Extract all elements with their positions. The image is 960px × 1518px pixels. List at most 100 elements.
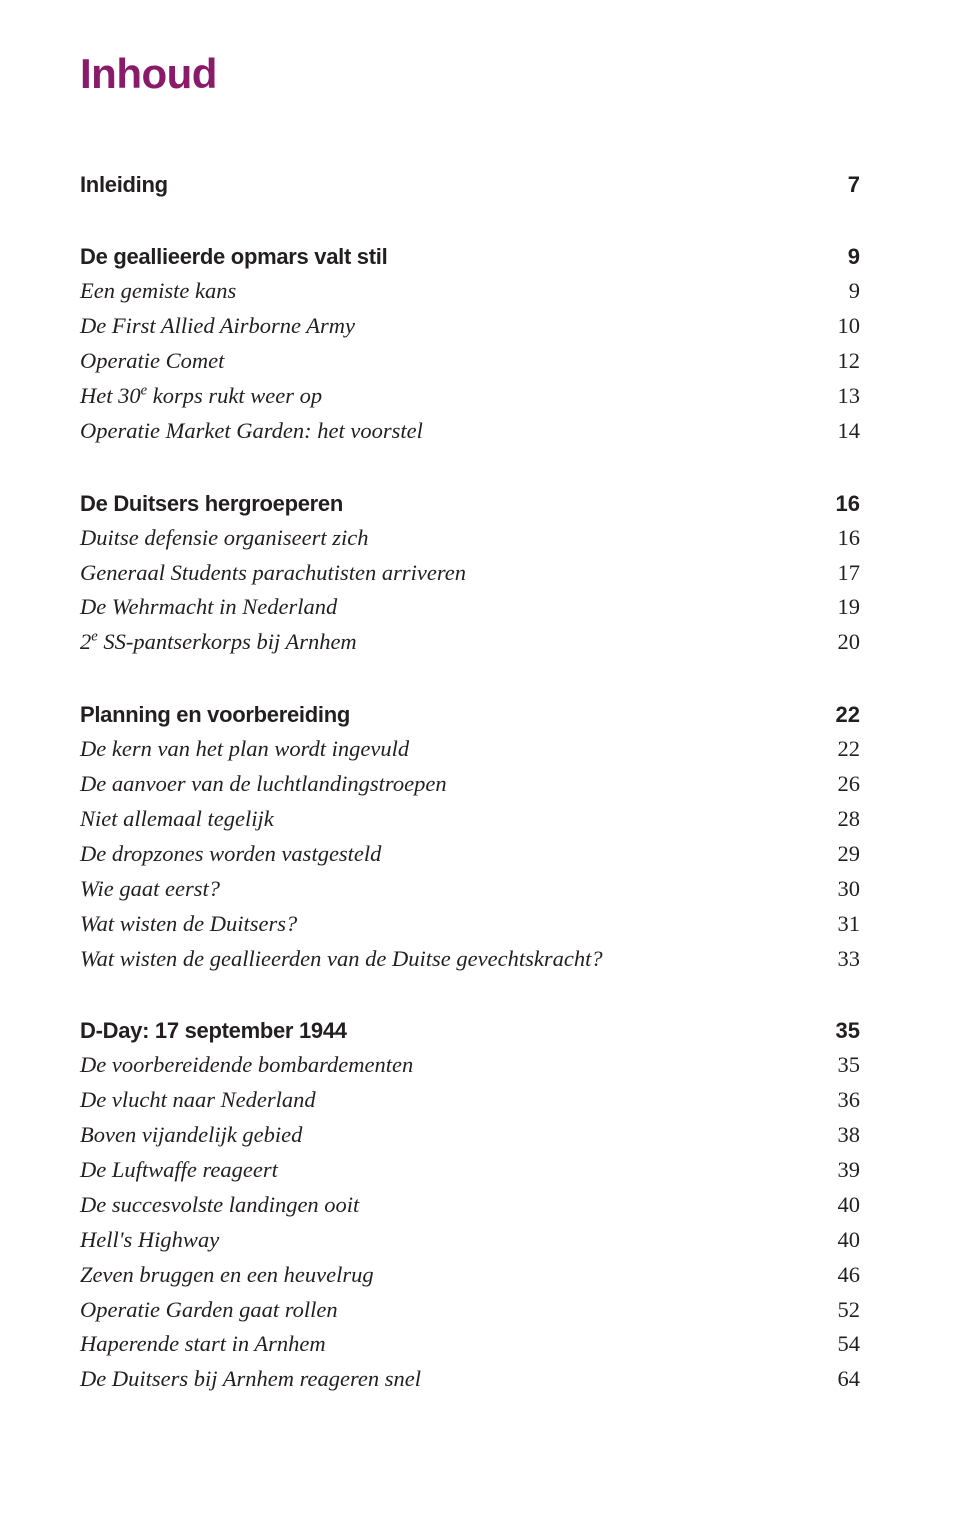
toc-entry-label: Een gemiste kans [80, 274, 236, 309]
toc-entry-row: Het 30e korps rukt weer op 13 [80, 379, 860, 414]
table-of-contents: Inleiding 7 De geallieerde opmars valt sti… [80, 168, 860, 1397]
toc-entry-row: 2e SS-pantserkorps bij Arnhem 20 [80, 625, 860, 660]
toc-entry-page: 16 [838, 521, 861, 556]
toc-entry-label: De succesvolste landingen ooit [80, 1188, 359, 1223]
toc-entry-page: 40 [838, 1188, 861, 1223]
page-title: Inhoud [80, 50, 860, 98]
toc-entry-label: Niet allemaal tegelijk [80, 802, 274, 837]
toc-entry-row: Niet allemaal tegelijk 28 [80, 802, 860, 837]
toc-entry-page: 14 [838, 414, 861, 449]
toc-entry-page: 26 [838, 767, 861, 802]
toc-entry-page: 28 [838, 802, 861, 837]
toc-entry-label: Operatie Comet [80, 344, 224, 379]
toc-chapter-page: 35 [836, 1014, 860, 1048]
toc-entry-label: Generaal Students parachutisten arrivere… [80, 556, 466, 591]
toc-entry-page: 13 [838, 379, 861, 414]
toc-entry-label: De Duitsers bij Arnhem reageren snel [80, 1362, 421, 1397]
toc-entry-row: Een gemiste kans 9 [80, 274, 860, 309]
toc-entry-label: Inleiding [80, 168, 168, 202]
toc-chapter-page: 16 [836, 487, 860, 521]
toc-entry-row: De aanvoer van de luchtlandingstroepen 26 [80, 767, 860, 802]
toc-entry-label: Wat wisten de Duitsers? [80, 907, 297, 942]
toc-entry-label: De First Allied Airborne Army [80, 309, 355, 344]
toc-entry-label: De kern van het plan wordt ingevuld [80, 732, 409, 767]
toc-section: Inleiding 7 [80, 168, 860, 202]
toc-chapter-label: De geallieerde opmars valt stil [80, 240, 387, 274]
toc-entry-row: Haperende start in Arnhem 54 [80, 1327, 860, 1362]
toc-entry-label: Duitse defensie organiseert zich [80, 521, 369, 556]
toc-entry-row: Boven vijandelijk gebied 38 [80, 1118, 860, 1153]
toc-chapter-label: De Duitsers hergroeperen [80, 487, 343, 521]
toc-entry-label: Hell's Highway [80, 1223, 219, 1258]
toc-entry-page: 17 [838, 556, 861, 591]
toc-section: De geallieerde opmars valt stil9Een gemi… [80, 240, 860, 448]
toc-entry-page: 29 [838, 837, 861, 872]
toc-entry-row: De Wehrmacht in Nederland 19 [80, 590, 860, 625]
toc-entry-row: Wat wisten de Duitsers? 31 [80, 907, 860, 942]
toc-chapter-page: 22 [836, 698, 860, 732]
toc-entry-label: Wat wisten de geallieerden van de Duitse… [80, 942, 603, 977]
toc-chapter-row: De geallieerde opmars valt stil 9 [80, 240, 860, 274]
toc-entry-label: Operatie Garden gaat rollen [80, 1293, 338, 1328]
toc-entry-page: 20 [838, 625, 861, 660]
page: Inhoud Inleiding 7 De geallieerde opmars v… [0, 0, 960, 1518]
toc-chapter-row: De Duitsers hergroeperen 16 [80, 487, 860, 521]
toc-section: Planning en voorbereiding22De kern van h… [80, 698, 860, 976]
toc-entry-row: Duitse defensie organiseert zich 16 [80, 521, 860, 556]
toc-entry-label: 2e SS-pantserkorps bij Arnhem [80, 625, 357, 660]
toc-entry-row: Operatie Market Garden: het voorstel 14 [80, 414, 860, 449]
toc-entry-row: De succesvolste landingen ooit 40 [80, 1188, 860, 1223]
toc-entry-label: Haperende start in Arnhem [80, 1327, 326, 1362]
toc-entry-row: De kern van het plan wordt ingevuld 22 [80, 732, 860, 767]
toc-entry-label: De Luftwaffe reageert [80, 1153, 278, 1188]
toc-entry-page: 31 [838, 907, 861, 942]
toc-entry-row: Wat wisten de geallieerden van de Duitse… [80, 942, 860, 977]
toc-entry-page: 22 [838, 732, 861, 767]
toc-entry-label: De vlucht naar Nederland [80, 1083, 316, 1118]
toc-entry-page: 64 [838, 1362, 861, 1397]
toc-entry-label: De voorbereidende bombardementen [80, 1048, 413, 1083]
toc-entry-page: 33 [838, 942, 861, 977]
toc-entry-label: De dropzones worden vastgesteld [80, 837, 381, 872]
toc-entry-page: 19 [838, 590, 861, 625]
toc-entry-page: 46 [838, 1258, 861, 1293]
toc-entry-page: 52 [838, 1293, 861, 1328]
toc-entry-page: 54 [838, 1327, 861, 1362]
toc-chapter-label: Planning en voorbereiding [80, 698, 350, 732]
toc-entry-page: 36 [838, 1083, 861, 1118]
toc-entry-row: Hell's Highway 40 [80, 1223, 860, 1258]
toc-entry-label: Operatie Market Garden: het voorstel [80, 414, 423, 449]
toc-entry-label: De aanvoer van de luchtlandingstroepen [80, 767, 447, 802]
toc-chapter-row: Planning en voorbereiding 22 [80, 698, 860, 732]
toc-entry-page: 38 [838, 1118, 861, 1153]
toc-entry-label: Wie gaat eerst? [80, 872, 220, 907]
toc-entry-page: 9 [849, 274, 860, 309]
toc-entry-page: 30 [838, 872, 861, 907]
toc-section: D-Day: 17 september 194435De voorbereide… [80, 1014, 860, 1397]
toc-entry-page: 7 [848, 168, 860, 202]
toc-entry-row: De Duitsers bij Arnhem reageren snel 64 [80, 1362, 860, 1397]
toc-chapter-label: D-Day: 17 september 1944 [80, 1014, 347, 1048]
toc-section: De Duitsers hergroeperen16Duitse defensi… [80, 487, 860, 661]
toc-entry-row: De dropzones worden vastgesteld 29 [80, 837, 860, 872]
toc-chapter-row: D-Day: 17 september 1944 35 [80, 1014, 860, 1048]
toc-entry-page: 39 [838, 1153, 861, 1188]
toc-entry-label: Zeven bruggen en een heuvelrug [80, 1258, 374, 1293]
toc-entry-row: Wie gaat eerst? 30 [80, 872, 860, 907]
toc-chapter-page: 9 [848, 240, 860, 274]
toc-entry-page: 12 [838, 344, 861, 379]
toc-entry-page: 35 [838, 1048, 861, 1083]
toc-entry-label: De Wehrmacht in Nederland [80, 590, 337, 625]
toc-entry-label: Boven vijandelijk gebied [80, 1118, 302, 1153]
toc-entry-row: Zeven bruggen en een heuvelrug 46 [80, 1258, 860, 1293]
toc-entry-page: 40 [838, 1223, 861, 1258]
toc-entry-label: Het 30e korps rukt weer op [80, 379, 322, 414]
toc-entry-row: De First Allied Airborne Army10 [80, 309, 860, 344]
toc-entry-row: De voorbereidende bombardementen 35 [80, 1048, 860, 1083]
toc-entry-row: Inleiding 7 [80, 168, 860, 202]
toc-entry-row: Generaal Students parachutisten arrivere… [80, 556, 860, 591]
toc-entry-row: Operatie Garden gaat rollen 52 [80, 1293, 860, 1328]
toc-entry-row: Operatie Comet 12 [80, 344, 860, 379]
toc-entry-row: De Luftwaffe reageert 39 [80, 1153, 860, 1188]
toc-entry-row: De vlucht naar Nederland 36 [80, 1083, 860, 1118]
